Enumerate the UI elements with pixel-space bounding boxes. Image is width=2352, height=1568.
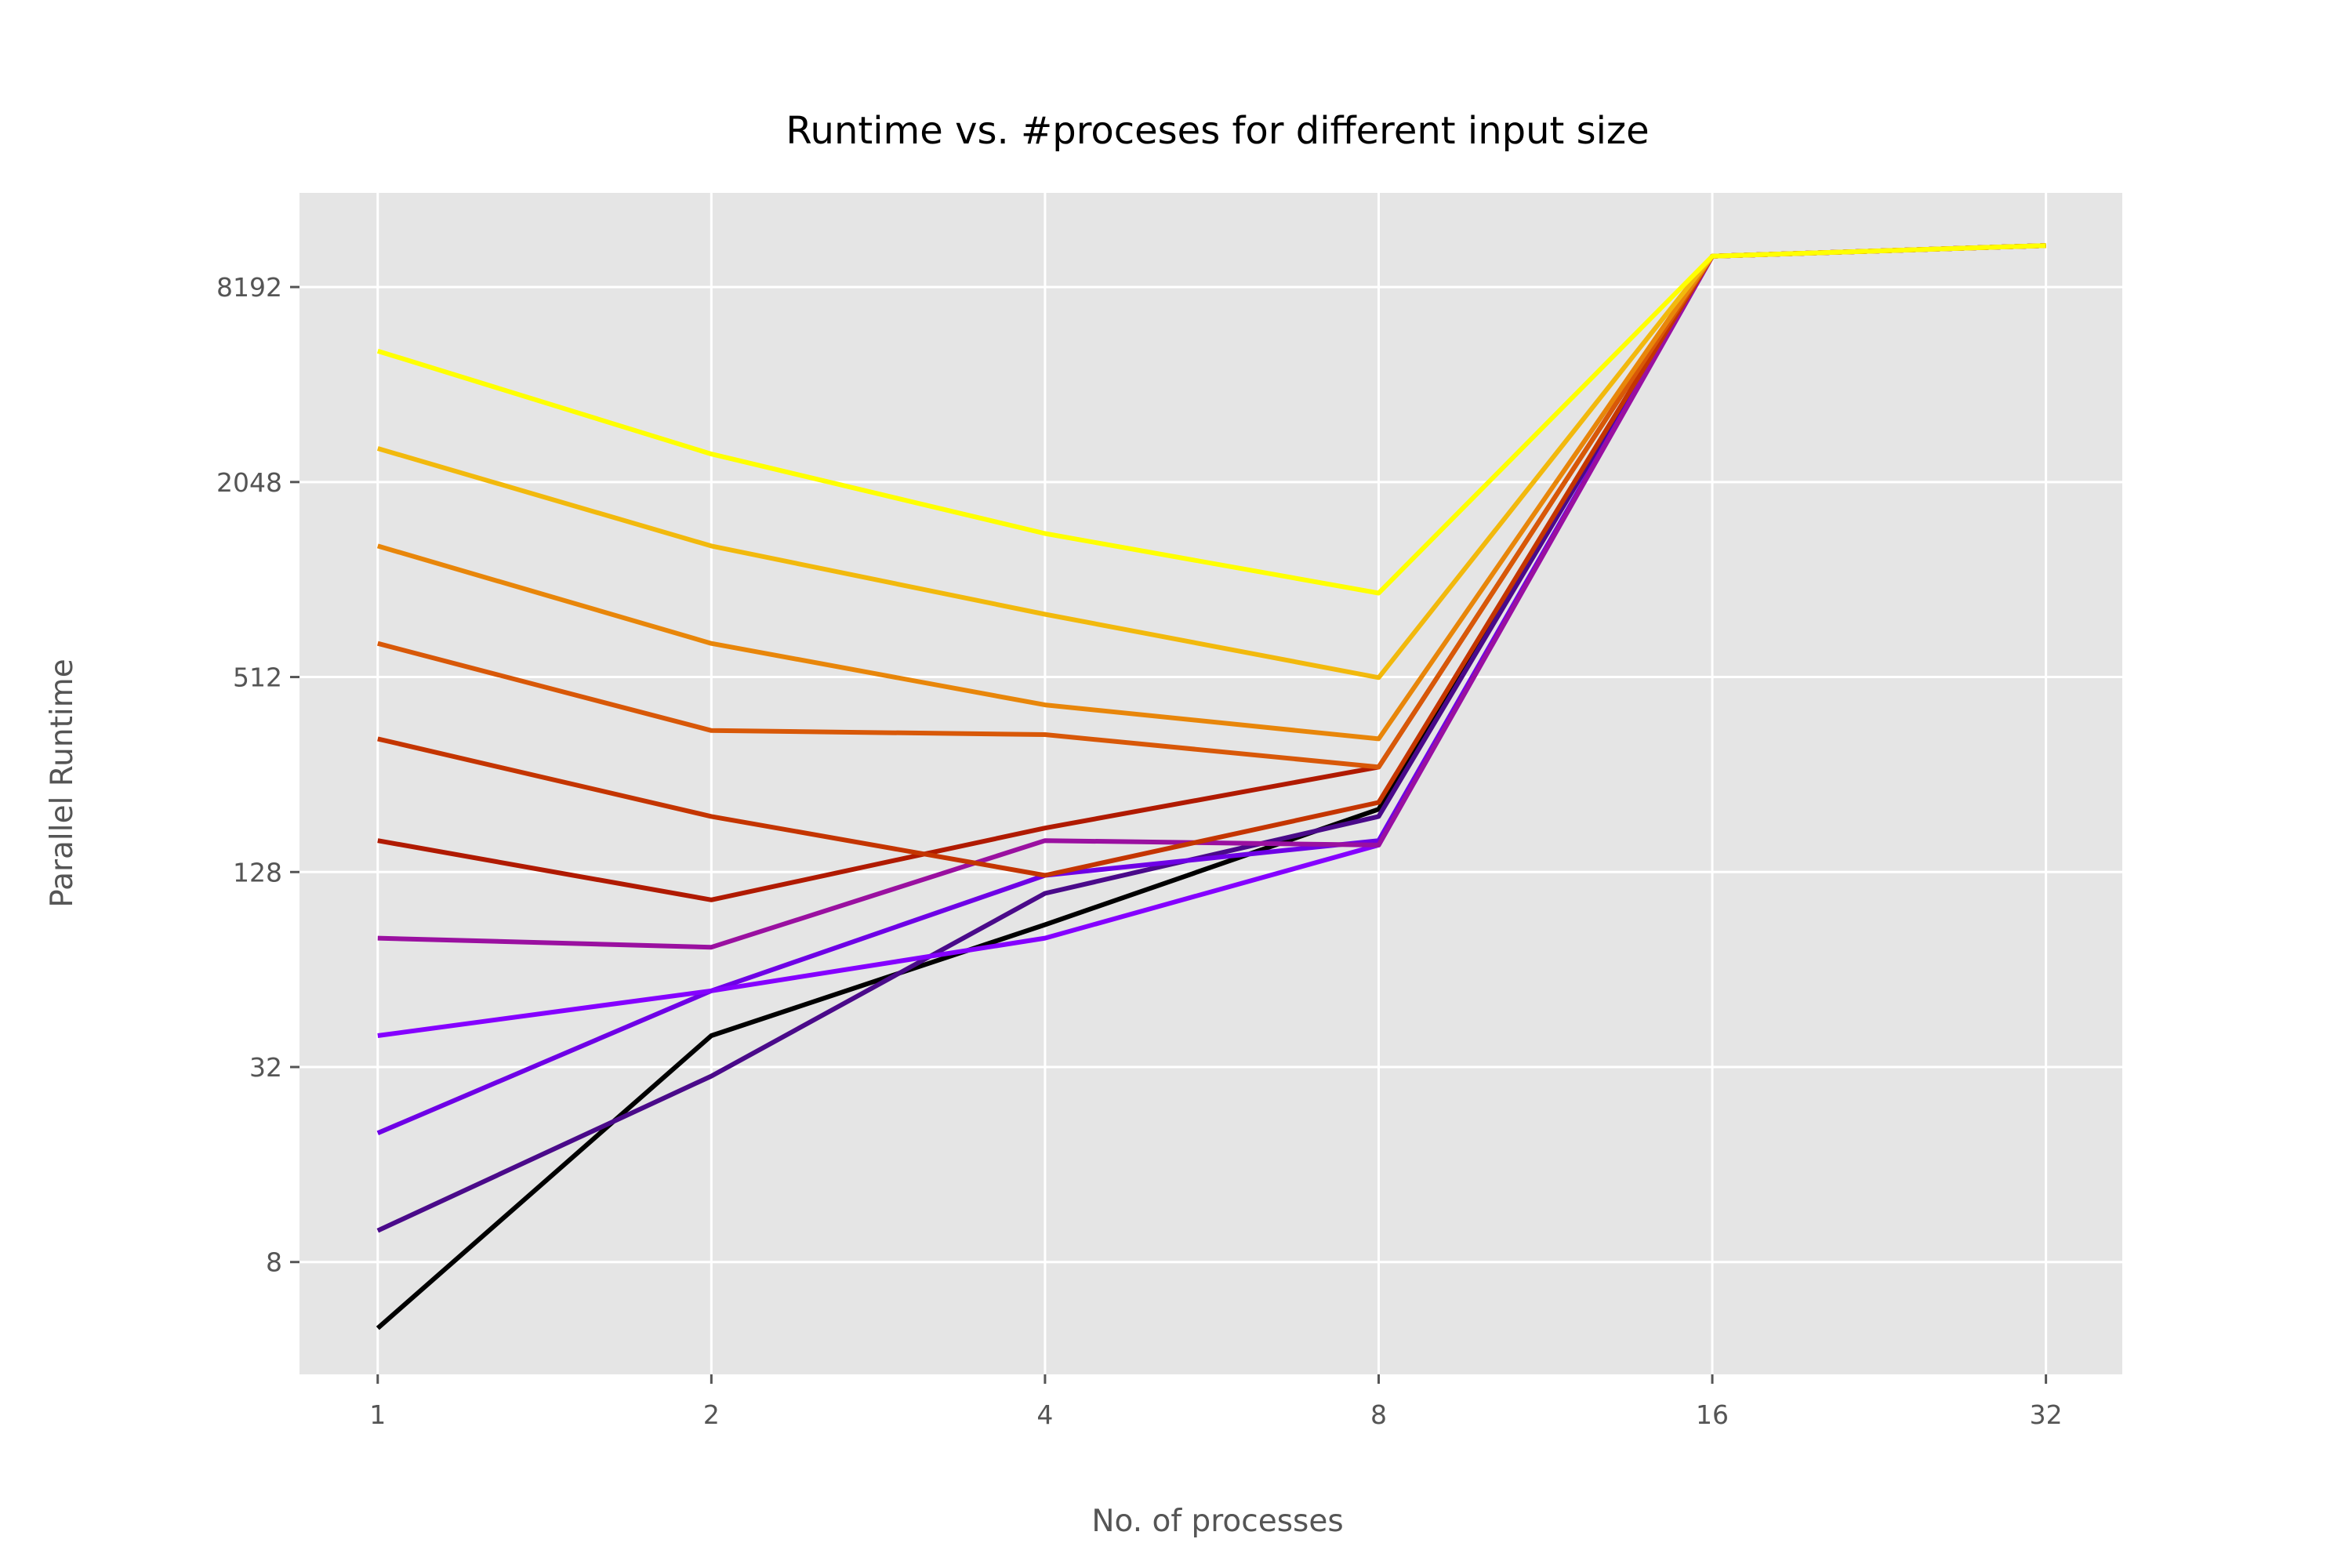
y-tick-label: 8 bbox=[266, 1247, 282, 1278]
x-tick-label: 16 bbox=[1696, 1399, 1729, 1430]
grid bbox=[299, 193, 2122, 1374]
x-tick-label: 2 bbox=[703, 1399, 720, 1430]
series-lines bbox=[376, 243, 2046, 1330]
x-tick-label: 32 bbox=[2030, 1399, 2063, 1430]
y-tick-label: 2048 bbox=[216, 467, 282, 498]
y-axis-label: Parallel Runtime bbox=[45, 659, 80, 907]
y-tick-label: 8192 bbox=[216, 272, 282, 303]
x-tick-label: 8 bbox=[1370, 1399, 1387, 1430]
x-axis-label: No. of processes bbox=[1091, 1504, 1343, 1539]
y-tick-label: 512 bbox=[233, 662, 282, 693]
y-tick-label: 32 bbox=[249, 1052, 282, 1083]
chart-title: Runtime vs. #proceses for different inpu… bbox=[786, 109, 1649, 153]
plot-area bbox=[299, 193, 2122, 1374]
y-axis-ticks: 8 32 128 512 2048 8192 bbox=[216, 272, 299, 1278]
series-line-11 bbox=[376, 243, 2046, 596]
x-tick-label: 4 bbox=[1036, 1399, 1053, 1430]
x-axis-ticks: 1 2 4 8 16 32 bbox=[369, 1374, 2063, 1430]
y-tick-label: 128 bbox=[233, 857, 282, 887]
x-tick-label: 1 bbox=[369, 1399, 386, 1430]
